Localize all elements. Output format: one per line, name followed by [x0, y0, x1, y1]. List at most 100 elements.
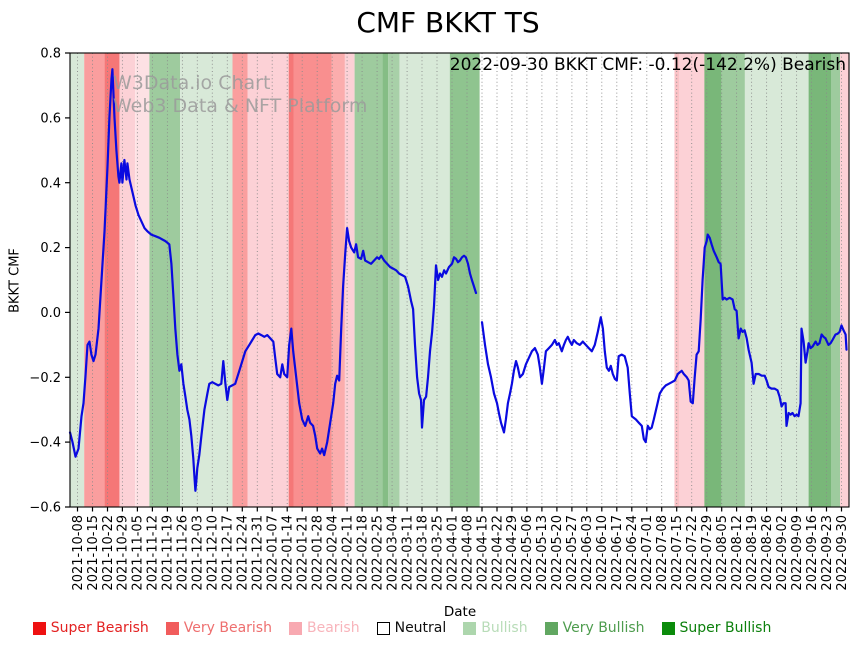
svg-text:2022-09-02: 2022-09-02: [775, 515, 790, 591]
svg-text:2022-02-04: 2022-02-04: [325, 515, 340, 591]
band-bearish: [840, 53, 849, 507]
svg-text:2022-04-01: 2022-04-01: [445, 515, 460, 591]
band-super-bullish: [808, 53, 832, 507]
x-tick-labels: 2021-10-08 2021-10-15 2021-10-22 2021-10-29…: [71, 515, 850, 591]
svg-text:2022-01-14: 2022-01-14: [280, 515, 295, 591]
svg-text:2022-03-25: 2022-03-25: [430, 515, 445, 591]
svg-text:2022-09-23: 2022-09-23: [820, 515, 835, 591]
band-bullish: [399, 53, 450, 507]
y-tick-labels: 0.8 0.6 0.4 0.2 0.0 −0.2 −0.4 −0.6: [29, 47, 61, 516]
svg-text:2022-07-29: 2022-07-29: [700, 515, 715, 591]
legend-swatch: [288, 621, 302, 635]
svg-text:2021-10-15: 2021-10-15: [86, 515, 101, 591]
svg-text:2022-06-10: 2022-06-10: [595, 515, 610, 591]
band-super-bullish: [382, 53, 389, 507]
svg-text:2022-02-25: 2022-02-25: [370, 515, 385, 591]
svg-text:2021-12-24: 2021-12-24: [236, 515, 251, 591]
legend-item-super-bearish: Super Bearish: [32, 620, 149, 636]
cmf-line: [68, 68, 848, 492]
svg-text:2021-12-03: 2021-12-03: [191, 515, 206, 591]
band-very-bullish: [449, 53, 480, 507]
svg-text:2021-10-29: 2021-10-29: [116, 515, 131, 591]
svg-text:−0.4: −0.4: [29, 436, 61, 451]
svg-text:2022-05-20: 2022-05-20: [550, 515, 565, 591]
svg-text:0.8: 0.8: [40, 47, 61, 62]
legend-swatch: [661, 621, 675, 635]
svg-text:2022-04-08: 2022-04-08: [460, 515, 475, 591]
watermark: W3Data.io Chart Web3 Data & NFT Platform: [113, 72, 367, 118]
signal-bands: [70, 53, 849, 507]
watermark-line2: Web3 Data & NFT Platform: [113, 95, 368, 117]
band-super-bearish: [288, 53, 294, 507]
band-very-bullish: [149, 53, 181, 507]
svg-text:2022-02-18: 2022-02-18: [355, 515, 370, 591]
svg-text:2022-06-17: 2022-06-17: [610, 515, 625, 591]
svg-text:2021-11-26: 2021-11-26: [176, 515, 191, 591]
band-super-bearish: [104, 53, 120, 507]
legend-swatch: [165, 621, 179, 635]
svg-text:2022-03-04: 2022-03-04: [385, 515, 400, 591]
svg-text:2022-04-15: 2022-04-15: [475, 515, 490, 591]
x-axis-ticks: [76, 507, 843, 512]
y-axis-label: BKKT CMF: [7, 248, 23, 313]
legend-swatch: [32, 621, 46, 635]
svg-text:2022-03-18: 2022-03-18: [415, 515, 430, 591]
legend-item-neutral: Neutral: [376, 620, 447, 636]
svg-text:2022-08-05: 2022-08-05: [715, 515, 730, 591]
svg-text:2022-08-26: 2022-08-26: [760, 515, 775, 591]
band-very-bearish: [84, 53, 105, 507]
svg-text:2022-08-19: 2022-08-19: [745, 515, 760, 591]
band-bearish: [119, 53, 136, 507]
svg-text:0.2: 0.2: [40, 241, 61, 256]
legend-item-bullish: Bullish: [463, 620, 528, 636]
x-axis-label: Date: [443, 604, 477, 620]
svg-text:2022-08-12: 2022-08-12: [730, 515, 745, 591]
svg-text:2022-05-27: 2022-05-27: [565, 515, 580, 591]
legend-item-super-bullish: Super Bullish: [661, 620, 771, 636]
svg-text:2022-04-22: 2022-04-22: [490, 515, 505, 591]
svg-text:2021-10-22: 2021-10-22: [101, 515, 116, 591]
svg-text:0.6: 0.6: [40, 111, 61, 126]
svg-text:2022-03-11: 2022-03-11: [400, 515, 415, 591]
band-very-bullish: [721, 53, 745, 507]
svg-text:2022-02-11: 2022-02-11: [340, 515, 355, 591]
svg-text:2022-09-30: 2022-09-30: [835, 515, 850, 591]
svg-text:2021-12-17: 2021-12-17: [221, 515, 236, 591]
legend-item-bearish: Bearish: [288, 620, 360, 636]
band-bearish: [135, 53, 150, 507]
legend-item-very-bullish: Very Bullish: [544, 620, 645, 636]
legend-label: Very Bearish: [183, 620, 272, 636]
band-very-bullish: [831, 53, 840, 507]
svg-text:2022-05-13: 2022-05-13: [535, 515, 550, 591]
svg-text:2022-07-15: 2022-07-15: [670, 515, 685, 591]
legend-label: Bullish: [481, 620, 528, 636]
y-axis-ticks: [65, 52, 70, 508]
svg-text:2021-11-19: 2021-11-19: [161, 515, 176, 591]
band-bullish: [744, 53, 809, 507]
svg-text:2021-12-31: 2021-12-31: [251, 515, 266, 591]
svg-text:2022-06-03: 2022-06-03: [580, 515, 595, 591]
svg-text:2022-07-22: 2022-07-22: [685, 515, 700, 591]
svg-text:2022-01-28: 2022-01-28: [310, 515, 325, 591]
plot-border: [69, 52, 850, 508]
legend-label: Super Bearish: [50, 620, 149, 636]
legend-swatch: [463, 621, 477, 635]
band-very-bullish: [388, 53, 400, 507]
legend-swatch: [544, 621, 558, 635]
band-super-bullish: [704, 53, 722, 507]
svg-text:2021-11-12: 2021-11-12: [146, 515, 161, 591]
svg-text:−0.6: −0.6: [29, 501, 61, 516]
chart-title: CMF BKKT TS: [356, 6, 540, 39]
band-bearish: [247, 53, 289, 507]
svg-text:2022-05-06: 2022-05-06: [520, 515, 535, 591]
latest-value-annotation: 2022-09-30 BKKT CMF: -0.12(-142.2%) Bear…: [449, 55, 846, 75]
band-very-bullish: [354, 53, 383, 507]
legend-label: Neutral: [394, 620, 447, 636]
legend: Super Bearish Very Bearish Bearish Neutral B…: [0, 620, 804, 636]
svg-text:2022-01-21: 2022-01-21: [295, 515, 310, 591]
svg-text:2021-10-08: 2021-10-08: [71, 515, 86, 591]
band-bullish: [180, 53, 233, 507]
band-very-bearish: [294, 53, 332, 507]
legend-swatch: [376, 621, 390, 635]
